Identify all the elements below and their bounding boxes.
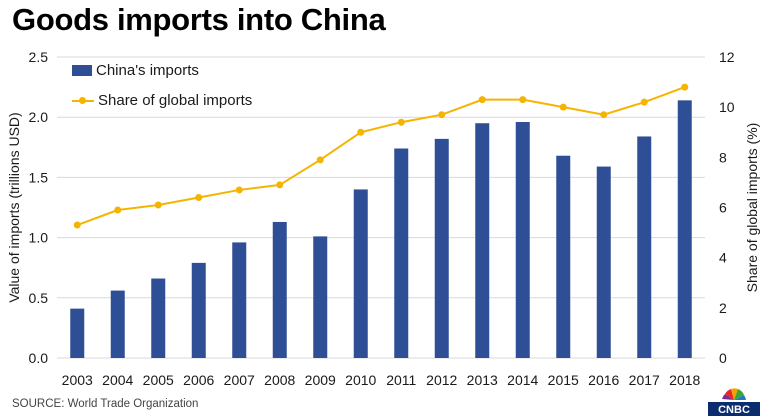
- share-point: [397, 118, 405, 126]
- bar: [556, 155, 571, 358]
- y2-tick-label: 6: [719, 200, 727, 216]
- x-tick-label: 2005: [143, 372, 174, 388]
- share-point: [73, 221, 81, 229]
- cnbc-logo-icon: CNBC: [708, 388, 760, 416]
- x-tick-label: 2012: [426, 372, 457, 388]
- share-point: [681, 83, 689, 91]
- x-tick-label: 2007: [224, 372, 255, 388]
- share-point: [438, 111, 446, 119]
- y-tick-label: 2.5: [29, 49, 49, 65]
- x-tick-label: 2016: [588, 372, 619, 388]
- share-point: [276, 181, 284, 189]
- share-point: [519, 96, 527, 104]
- share-point: [195, 193, 203, 201]
- bar: [637, 136, 652, 358]
- bar: [313, 236, 328, 358]
- bar: [515, 122, 530, 359]
- share-point: [640, 98, 648, 106]
- share-point: [235, 186, 243, 194]
- bar: [394, 148, 409, 358]
- x-tick-label: 2004: [102, 372, 133, 388]
- share-point: [600, 111, 608, 119]
- x-tick-label: 2018: [669, 372, 700, 388]
- legend-bar-swatch: [72, 65, 92, 76]
- bar: [353, 189, 368, 358]
- y2-tick-label: 2: [719, 300, 727, 316]
- y2-axis-label: Share of global imports (%): [744, 123, 760, 293]
- y2-tick-label: 12: [719, 49, 735, 65]
- bar: [110, 290, 125, 358]
- bar: [475, 123, 490, 358]
- y-axis-label: Value of imports (trillions USD): [6, 112, 22, 302]
- y-tick-label: 0.0: [29, 350, 49, 366]
- bar: [596, 166, 611, 358]
- legend-line-swatch: [72, 95, 94, 107]
- x-tick-label: 2009: [305, 372, 336, 388]
- x-tick-label: 2011: [386, 372, 416, 388]
- share-point: [114, 206, 122, 214]
- legend-label-imports: China's imports: [96, 62, 199, 79]
- bar: [151, 278, 166, 358]
- y2-tick-label: 0: [719, 350, 727, 366]
- y2-tick-label: 4: [719, 250, 727, 266]
- share-point: [478, 96, 486, 104]
- x-tick-label: 2008: [264, 372, 295, 388]
- bar: [232, 242, 247, 358]
- x-tick-label: 2003: [62, 372, 93, 388]
- source-note: SOURCE: World Trade Organization: [12, 398, 199, 410]
- bar: [272, 221, 287, 358]
- share-point: [154, 201, 162, 209]
- legend-label-share: Share of global imports: [98, 92, 253, 109]
- y2-tick-label: 10: [719, 99, 735, 115]
- logo-text: CNBC: [718, 404, 750, 416]
- x-tick-label: 2010: [345, 372, 376, 388]
- x-tick-label: 2015: [548, 372, 579, 388]
- legend-item-share: Share of global imports: [72, 92, 252, 109]
- share-point: [559, 103, 567, 111]
- y-tick-label: 1.0: [29, 230, 49, 246]
- share-line: [76, 86, 686, 226]
- x-tick-label: 2013: [467, 372, 498, 388]
- y-tick-label: 0.5: [29, 290, 49, 306]
- legend-item-imports: China's imports: [72, 62, 199, 79]
- y-tick-label: 2.0: [29, 109, 49, 125]
- x-tick-label: 2014: [507, 372, 538, 388]
- share-point: [357, 128, 365, 136]
- y2-tick-label: 8: [719, 149, 727, 165]
- y-tick-label: 1.5: [29, 169, 49, 185]
- share-point: [316, 156, 324, 164]
- x-tick-label: 2017: [629, 372, 660, 388]
- bar: [677, 100, 692, 359]
- bar: [191, 262, 206, 358]
- bar: [434, 138, 449, 358]
- chart-title: Goods imports into China: [12, 2, 386, 37]
- x-tick-label: 2006: [183, 372, 214, 388]
- bar: [70, 308, 85, 358]
